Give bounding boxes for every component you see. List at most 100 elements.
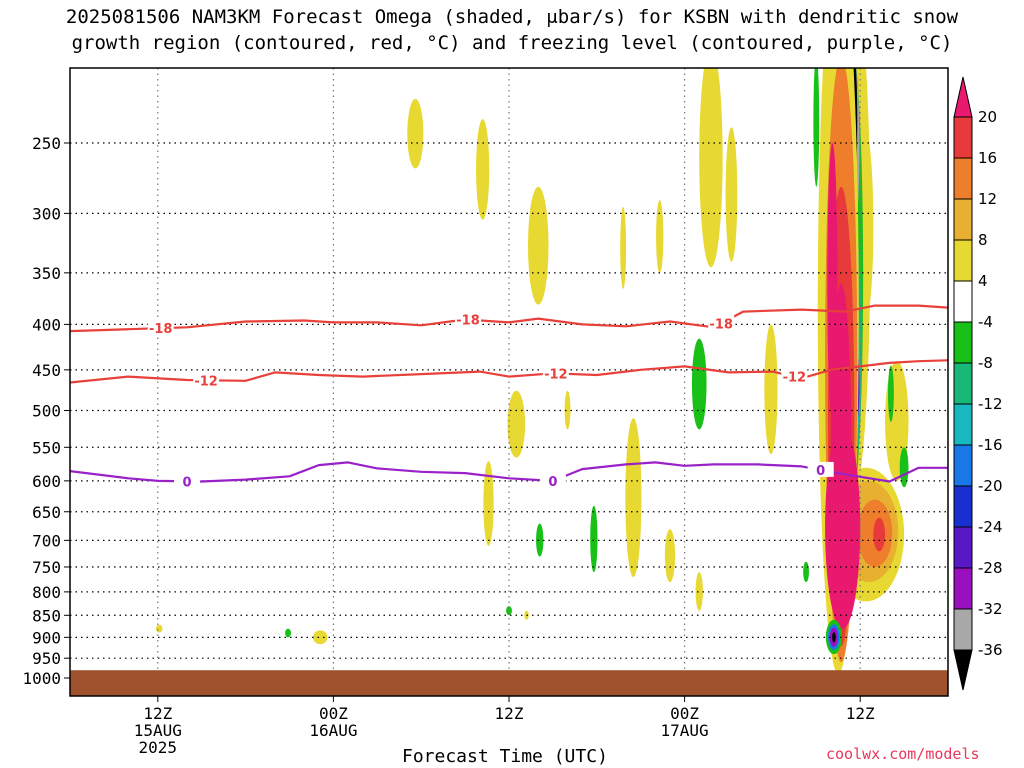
y-tick-label: 1000	[22, 669, 61, 688]
x-axis-label: Forecast Time (UTC)	[402, 746, 608, 767]
contour-label: -12	[194, 374, 218, 389]
contour-label-bg	[147, 320, 174, 336]
omega-blob	[832, 632, 836, 643]
y-tick-label: 650	[32, 503, 61, 522]
colorbar-label: 20	[978, 108, 997, 126]
omega-blob	[664, 529, 676, 583]
contour-label: -18	[456, 314, 480, 329]
contour-line	[70, 304, 948, 333]
omega-blob	[899, 447, 909, 488]
colorbar-segment	[953, 116, 973, 159]
colorbar-segment	[953, 649, 973, 691]
omega-blob	[620, 206, 627, 290]
omega-blob	[285, 628, 291, 638]
colorbar-label: -20	[978, 477, 1003, 495]
colorbar-segment	[953, 157, 973, 200]
y-tick-label: 300	[32, 204, 61, 223]
colorbar: 20 16 12 8 4 -4 -8 -12 -16 -20 -24 -28 -32 -36	[953, 76, 1003, 691]
contour-layer: -18 -18 -18 -12 -12 -12 0 0 0	[70, 304, 948, 490]
x-tick-date-label: 17AUG	[661, 721, 709, 740]
colorbar-segment	[953, 608, 973, 651]
colorbar-label: -32	[978, 600, 1003, 618]
y-axis-ticks: 250 300 350 400 450 500 550 600 650 700 750 800 850 9…	[22, 134, 70, 688]
omega-blob	[590, 505, 598, 573]
x-tick-label: 00Z	[319, 704, 348, 723]
colorbar-label: -4	[978, 313, 993, 331]
y-tick-label: 450	[32, 361, 61, 380]
omega-blob	[476, 119, 490, 220]
omega-blob	[564, 390, 571, 430]
colorbar-label: -28	[978, 559, 1003, 577]
y-tick-label: 900	[32, 628, 61, 647]
source-credit: coolwx.com/models	[826, 745, 980, 763]
colorbar-segment	[953, 362, 973, 405]
grid-lines	[70, 68, 948, 671]
omega-blob	[528, 186, 549, 305]
colorbar-label: -16	[978, 436, 1003, 454]
omega-blob	[507, 390, 526, 458]
chart-title-line-1: 2025081506 NAM3KM Forecast Omega (shaded…	[65, 6, 959, 28]
contour-label: -18	[149, 322, 173, 337]
contour-label-bg	[781, 368, 808, 384]
y-tick-label: 500	[32, 402, 61, 421]
y-tick-label: 550	[32, 438, 61, 457]
omega-blob	[506, 606, 512, 616]
colorbar-segment	[953, 485, 973, 528]
omega-blob	[691, 338, 707, 430]
omega-shading-layer	[156, 68, 909, 675]
colorbar-label: -8	[978, 354, 993, 372]
colorbar-segment	[953, 280, 973, 323]
colorbar-segment	[953, 198, 973, 241]
contour-label: 0	[548, 475, 557, 490]
omega-blob	[873, 517, 886, 552]
x-tick-date-label: 16AUG	[309, 721, 357, 740]
contour-label-bg	[539, 472, 566, 488]
y-tick-label: 800	[32, 583, 61, 602]
contour-label-bg	[193, 372, 220, 388]
y-tick-label: 350	[32, 264, 61, 283]
y-tick-label: 850	[32, 606, 61, 625]
colorbar-label: 16	[978, 149, 997, 167]
omega-blob	[656, 200, 664, 273]
contour-label-bg	[542, 365, 569, 381]
contour-label: -18	[709, 317, 733, 332]
omega-blob	[827, 143, 838, 419]
contour-label: 0	[816, 464, 825, 479]
colorbar-label: 12	[978, 190, 997, 208]
colorbar-label: 8	[978, 231, 988, 249]
y-tick-label: 600	[32, 472, 61, 491]
omega-blob	[536, 523, 544, 557]
contour-label: -12	[544, 367, 568, 382]
colorbar-segment	[953, 239, 973, 282]
omega-blob	[625, 418, 642, 578]
colorbar-segment	[953, 444, 973, 487]
y-tick-label: 400	[32, 315, 61, 334]
colorbar-label: -12	[978, 395, 1003, 413]
y-tick-label: 750	[32, 558, 61, 577]
x-tick-date-label: 15AUG	[134, 721, 182, 740]
colorbar-segment	[953, 76, 973, 118]
contour-label-bg	[807, 461, 834, 477]
contour-label-bg	[455, 311, 482, 327]
colorbar-segment	[953, 321, 973, 364]
omega-blob	[407, 98, 424, 169]
omega-blob	[888, 365, 894, 422]
colorbar-label: 4	[978, 272, 988, 290]
y-tick-label: 700	[32, 531, 61, 550]
omega-blob	[312, 630, 328, 645]
omega-blob	[725, 127, 738, 262]
omega-blob	[803, 561, 809, 583]
colorbar-segment	[953, 526, 973, 569]
omega-blob	[825, 425, 861, 629]
omega-blob	[695, 572, 703, 611]
contour-label: -12	[783, 371, 807, 386]
x-tick-label: 12Z	[143, 704, 172, 723]
x-tick-label: 00Z	[670, 704, 699, 723]
x-tick-label: 12Z	[495, 704, 524, 723]
omega-blob	[156, 624, 163, 633]
ground-surface	[70, 670, 948, 696]
y-tick-label: 950	[32, 649, 61, 668]
omega-blob	[699, 68, 723, 268]
